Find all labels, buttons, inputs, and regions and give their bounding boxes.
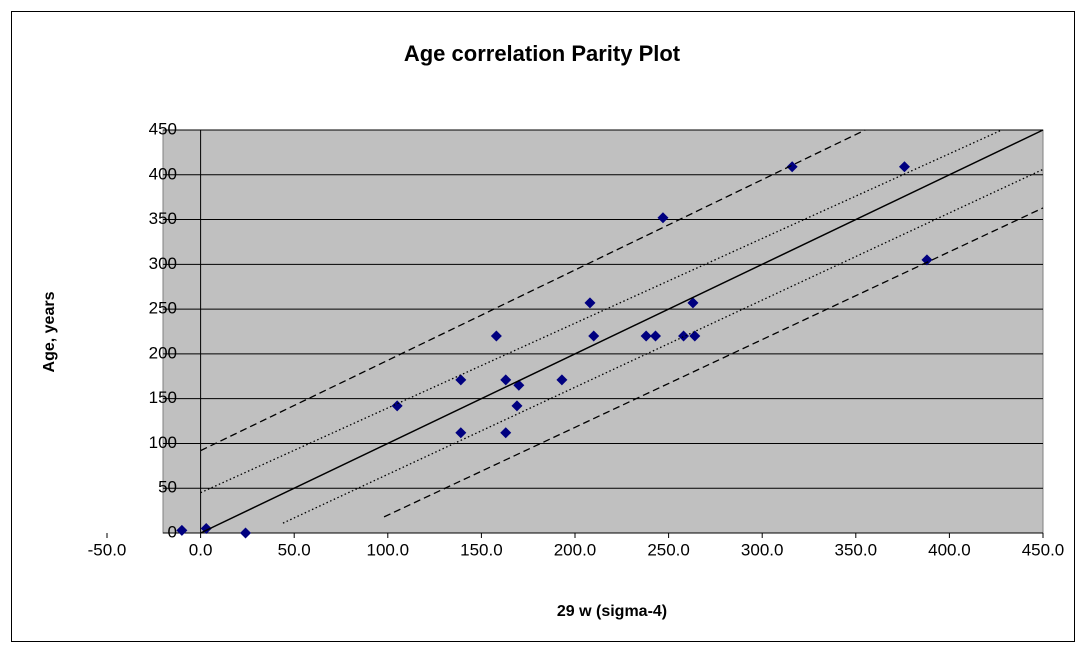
- reference-line: [383, 207, 1044, 518]
- data-point: [689, 330, 701, 342]
- x-tick-label: 150.0: [460, 540, 503, 559]
- y-tick-label: 450: [149, 119, 177, 138]
- y-tick-label: 400: [149, 164, 177, 183]
- y-tick-label: 100: [149, 433, 177, 452]
- x-tick-label: 250.0: [647, 540, 690, 559]
- data-point: [240, 527, 252, 539]
- reference-line: [200, 129, 1044, 534]
- data-point: [556, 374, 568, 386]
- data-point: [500, 374, 512, 386]
- x-tick-label: 300.0: [741, 540, 784, 559]
- data-point: [584, 297, 596, 309]
- data-point: [898, 161, 910, 173]
- x-tick-label: 200.0: [554, 540, 597, 559]
- x-tick-label: -50.0: [88, 540, 127, 559]
- data-point: [391, 400, 403, 412]
- data-point: [921, 254, 933, 266]
- data-point: [176, 524, 188, 536]
- data-point: [500, 427, 512, 439]
- y-tick-label: 0: [168, 522, 177, 541]
- x-tick-label: 350.0: [835, 540, 878, 559]
- y-tick-label: 50: [158, 478, 177, 497]
- data-point: [640, 330, 652, 342]
- data-point: [687, 297, 699, 309]
- data-point: [511, 400, 523, 412]
- plot-area: [162, 129, 1044, 534]
- x-tick-label: 400.0: [928, 540, 971, 559]
- data-point: [678, 330, 690, 342]
- chart-title: Age correlation Parity Plot: [404, 41, 681, 66]
- y-tick-label: 300: [149, 254, 177, 273]
- y-tick-label: 200: [149, 343, 177, 362]
- data-point: [455, 427, 467, 439]
- data-point: [786, 161, 798, 173]
- x-axis-label: 29 w (sigma-4): [557, 603, 667, 620]
- x-tick-label: 0.0: [189, 540, 213, 559]
- x-tick-label: 50.0: [278, 540, 311, 559]
- y-tick-label: 350: [149, 209, 177, 228]
- y-tick-label: 150: [149, 388, 177, 407]
- data-point: [649, 330, 661, 342]
- x-tick-label: 450.0: [1022, 540, 1065, 559]
- reference-line: [200, 129, 1003, 494]
- data-point: [490, 330, 502, 342]
- reference-line: [200, 129, 866, 452]
- data-point: [657, 212, 669, 224]
- y-tick-label: 250: [149, 299, 177, 318]
- x-tick-label: 100.0: [367, 540, 410, 559]
- data-point: [455, 374, 467, 386]
- y-axis-label: Age, years: [41, 291, 58, 372]
- data-point: [588, 330, 600, 342]
